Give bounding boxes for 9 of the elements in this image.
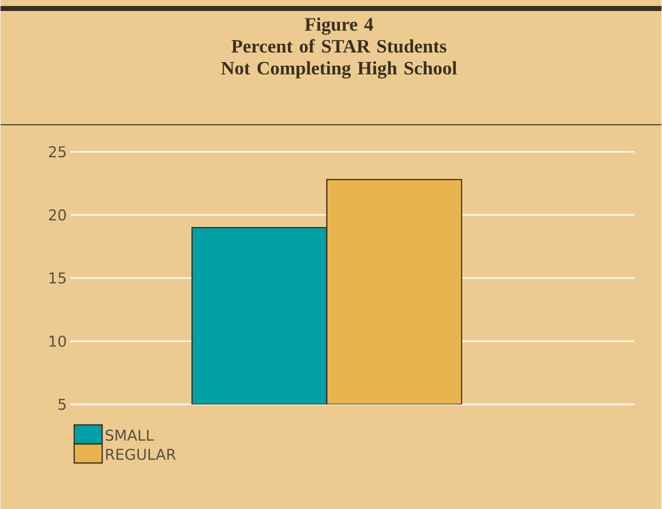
y-tick-label: 10 xyxy=(50,335,66,347)
legend-label: REGULAR xyxy=(106,448,176,460)
y-tick-label: 20 xyxy=(48,209,66,220)
y-tick-label: 5 xyxy=(58,398,66,410)
y-tick-label: 15 xyxy=(50,272,66,284)
legend-label: SMALL xyxy=(106,429,154,441)
y-tick-label: 25 xyxy=(48,146,66,158)
chart-subtitle: Percent of STAR Students Not Completing High School xyxy=(221,39,457,78)
chart-title: Figure 4 xyxy=(304,17,374,35)
